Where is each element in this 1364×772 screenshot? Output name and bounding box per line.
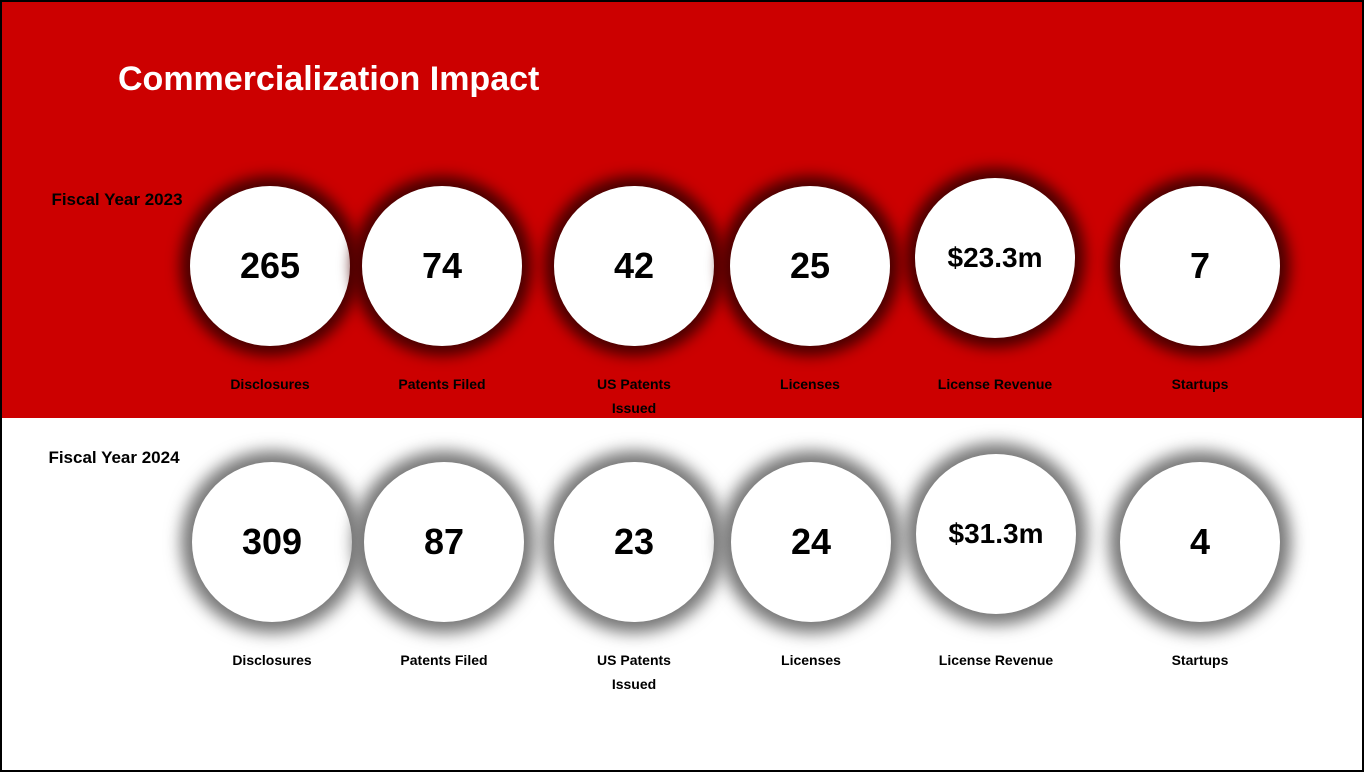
title: Commercialization Impact [118, 60, 540, 98]
metric-label: Disclosures [232, 652, 312, 668]
metric-label: US Patents Issued [597, 652, 671, 692]
metric-value: 23 [554, 462, 714, 622]
metric-label: Startups [1171, 652, 1229, 668]
metric-value: 74 [362, 186, 522, 346]
metric-value: 24 [731, 462, 891, 622]
metric-label: Patents Filed [398, 376, 486, 392]
metric-value: $23.3m [915, 178, 1075, 338]
metric-label: License Revenue [937, 376, 1053, 392]
metric-value: 87 [364, 462, 524, 622]
metric-value: 25 [730, 186, 890, 346]
metric-label: Licenses [781, 652, 841, 668]
metric-label: Disclosures [230, 376, 310, 392]
metric-value: 7 [1120, 186, 1280, 346]
metric-value: 42 [554, 186, 714, 346]
metric-label: US Patents Issued [597, 376, 671, 416]
metric-label: License Revenue [938, 652, 1054, 668]
metric-value: 4 [1120, 462, 1280, 622]
year-label: Fiscal Year 2024 [48, 448, 180, 467]
metric-value: 309 [192, 462, 352, 622]
metric-label: Patents Filed [400, 652, 488, 668]
metric-label: Startups [1171, 376, 1229, 392]
year-label: Fiscal Year 2023 [51, 190, 183, 209]
metric-value: $31.3m [916, 454, 1076, 614]
metric-label: Licenses [780, 376, 840, 392]
metric-value: 265 [190, 186, 350, 346]
